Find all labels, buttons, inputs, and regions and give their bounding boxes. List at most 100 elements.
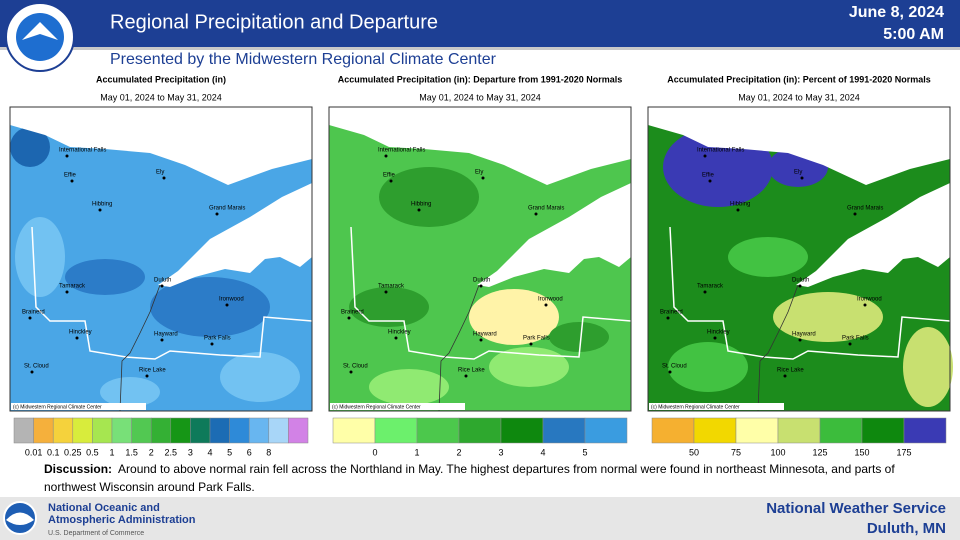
- legend-label: 3: [498, 447, 503, 457]
- place-label: Brainerd: [660, 310, 683, 316]
- panel-dates: May 01, 2024 to May 31, 2024: [100, 92, 222, 102]
- legend-label: 125: [812, 447, 827, 457]
- legend-label: 2: [456, 447, 461, 457]
- panel-dates: May 01, 2024 to May 31, 2024: [419, 92, 541, 102]
- legend-swatch: [374, 417, 418, 444]
- legend-swatch: [500, 417, 544, 444]
- legend-label: 50: [689, 447, 699, 457]
- map-contour: [150, 277, 270, 337]
- place-dot: [145, 374, 149, 378]
- place-label: Hinckley: [388, 330, 411, 336]
- place-dot: [863, 303, 867, 307]
- place-label: St. Cloud: [343, 364, 368, 370]
- place-dot: [529, 342, 533, 346]
- legend-swatch: [416, 417, 460, 444]
- map-frame: [328, 106, 632, 412]
- legend-label: 4: [207, 447, 212, 457]
- legend-label: 75: [731, 447, 741, 457]
- place-dot: [160, 284, 164, 288]
- discussion-text: Around to above normal rain fell across …: [44, 462, 895, 494]
- place-dot: [708, 179, 712, 183]
- place-label: International Falls: [59, 148, 106, 154]
- cwa-border: [669, 226, 951, 360]
- date: June 8, 2024: [849, 4, 944, 21]
- canada-mask: [648, 107, 950, 185]
- legend-label: 0.01: [25, 447, 43, 457]
- place-label: Hibbing: [411, 202, 431, 208]
- legend-swatch: [72, 417, 93, 444]
- map-contour: [668, 342, 748, 392]
- legend-label: 150: [854, 447, 869, 457]
- map: International Falls Ely Effie Grand Marais H…: [328, 106, 632, 412]
- office-line1: National Weather Service: [766, 500, 946, 517]
- place-label: Ironwood: [538, 297, 563, 303]
- map-contour: [65, 259, 145, 295]
- legend-swatch: [33, 417, 54, 444]
- office-line2: Duluth, MN: [867, 520, 946, 537]
- place-label: Rice Lake: [458, 368, 485, 374]
- noaa-logo-mark: [6, 512, 34, 525]
- place-label: Rice Lake: [777, 368, 804, 374]
- discussion: Discussion: Around to above normal rain …: [44, 460, 944, 496]
- place-label: Ironwood: [857, 297, 882, 303]
- discussion-label: Discussion:: [44, 462, 113, 476]
- place-label: Park Falls: [204, 336, 231, 342]
- place-label: Ely: [475, 170, 483, 176]
- legend-label: 1.5: [125, 447, 138, 457]
- place-dot: [65, 290, 69, 294]
- panel-title: Accumulated Precipitation (in): Departur…: [338, 74, 623, 84]
- place-label: Ely: [156, 170, 164, 176]
- legend-swatch: [13, 417, 34, 444]
- panel-title: Accumulated Precipitation (in): [96, 74, 226, 84]
- place-dot: [848, 342, 852, 346]
- place-label: St. Cloud: [24, 364, 49, 370]
- title: Regional Precipitation and Departure: [110, 11, 438, 33]
- place-dot: [162, 176, 166, 180]
- department: U.S. Department of Commerce: [48, 530, 144, 537]
- legend-label: 175: [896, 447, 911, 457]
- legend-label: 3: [188, 447, 193, 457]
- place-dot: [210, 342, 214, 346]
- panel-title: Accumulated Precipitation (in): Percent …: [667, 74, 931, 84]
- place-dot: [736, 208, 740, 212]
- credit-bg: [330, 403, 465, 410]
- map-contour: [489, 347, 569, 387]
- legend-label: 0.25: [64, 447, 82, 457]
- place-label: Hibbing: [730, 202, 750, 208]
- place-label: Hayward: [473, 332, 497, 338]
- legend-label: 6: [247, 447, 252, 457]
- place-dot: [215, 212, 219, 216]
- legend-swatch: [111, 417, 132, 444]
- legend-label: 1: [414, 447, 419, 457]
- cwa-border: [350, 226, 632, 360]
- place-label: Grand Marais: [209, 206, 245, 212]
- map-contour: [349, 287, 429, 327]
- place-label: Duluth: [154, 278, 171, 284]
- place-dot: [347, 316, 351, 320]
- place-dot: [783, 374, 787, 378]
- place-label: Grand Marais: [528, 206, 564, 212]
- place-label: Hinckley: [707, 330, 730, 336]
- legend-swatch: [651, 417, 695, 444]
- place-label: Tamarack: [378, 284, 405, 290]
- legend-swatch: [735, 417, 779, 444]
- legend-swatch: [229, 417, 250, 444]
- legend-label: 5: [227, 447, 232, 457]
- map-contour: [100, 377, 160, 407]
- header-rule: [0, 47, 960, 50]
- place-label: Hibbing: [92, 202, 112, 208]
- map-credit: (c) Midwestern Regional Climate Center: [332, 404, 421, 410]
- place-dot: [481, 176, 485, 180]
- place-label: Effie: [702, 173, 715, 179]
- place-dot: [534, 212, 538, 216]
- legend-label: 0.1: [47, 447, 60, 457]
- map-frame: [647, 106, 951, 412]
- place-label: Rice Lake: [139, 368, 166, 374]
- place-dot: [479, 338, 483, 342]
- map-contour: [379, 167, 479, 227]
- map-contour: [728, 237, 808, 277]
- place-label: St. Cloud: [662, 364, 687, 370]
- legend-label: 8: [266, 447, 271, 457]
- footer-bar: [0, 497, 960, 540]
- place-label: Duluth: [473, 278, 490, 284]
